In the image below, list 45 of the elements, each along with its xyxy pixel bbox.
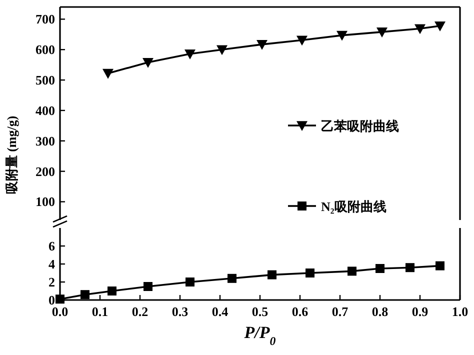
x-axis-title: P/P$_{0}$ (243, 323, 276, 348)
point (144, 282, 152, 291)
y-tick-label: 300 (36, 133, 55, 148)
y-tick-label: 4 (48, 256, 56, 272)
x-tick-label: 1.0 (452, 304, 468, 319)
point (184, 49, 196, 60)
x-tick-label: 0.6 (292, 304, 309, 319)
x-tick-label: 0.8 (372, 304, 389, 319)
point (186, 278, 194, 286)
y-tick-label: 600 (36, 42, 55, 58)
x-tick-label: 0.3 (172, 304, 189, 319)
x-tick-label: 0.2 (132, 304, 148, 319)
point (434, 21, 446, 32)
point (102, 68, 114, 79)
point (376, 264, 384, 273)
y-tick-label: 700 (36, 12, 55, 27)
x-tick-label: 0.7 (332, 304, 349, 319)
x-tick-label: 0.1 (92, 304, 108, 319)
point (256, 40, 268, 50)
legend-label: N₂吸附曲线 (321, 199, 386, 214)
point (142, 58, 154, 68)
x-tick-label: 0.9 (412, 304, 429, 319)
point (436, 261, 444, 270)
point (348, 266, 356, 276)
point (306, 268, 314, 278)
point (414, 24, 426, 34)
point (216, 45, 228, 56)
point (80, 290, 90, 300)
legend-label: 乙苯吸附曲线 (321, 118, 399, 134)
point (406, 263, 414, 272)
y-tick-label: 200 (36, 164, 55, 179)
x-tick-label: 0.5 (252, 304, 269, 319)
y-axis-title: 吸附量 (mg/g) (4, 116, 19, 194)
y-tick-label: 400 (36, 102, 55, 118)
x-tick-label: 0.4 (212, 304, 229, 319)
y-tick-label: 500 (36, 72, 55, 88)
point (268, 270, 276, 280)
point (108, 286, 116, 296)
point (336, 30, 348, 41)
y-tick-label: 6 (48, 238, 56, 254)
point (296, 36, 308, 46)
y-tick-label: 2 (48, 274, 55, 290)
y-tick-label: 100 (36, 194, 55, 210)
point (228, 274, 236, 283)
point (376, 28, 388, 38)
